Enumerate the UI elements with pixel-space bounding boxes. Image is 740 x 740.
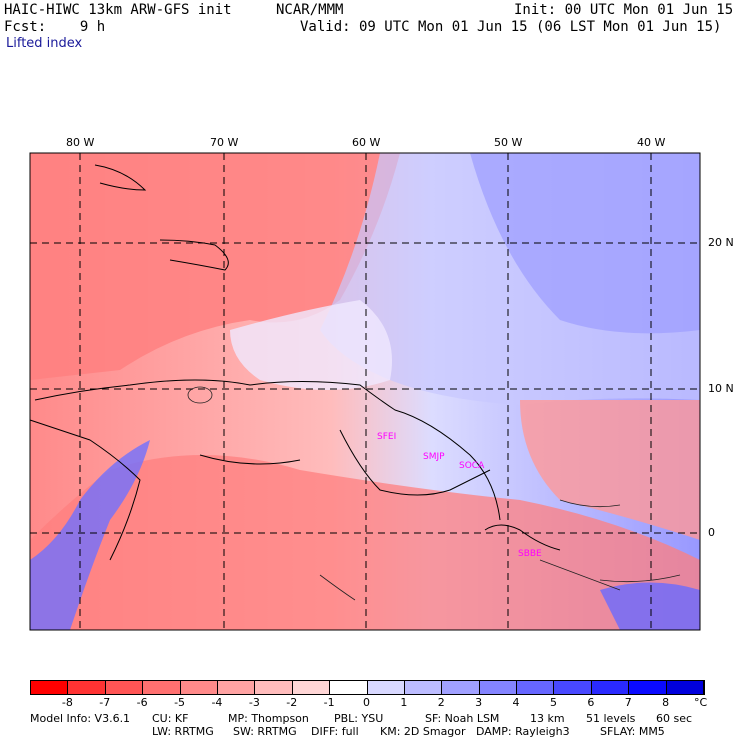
stable-amazon <box>600 582 700 630</box>
contour-a <box>319 574 356 601</box>
coastlines <box>29 164 561 561</box>
colorbar-tick-label: 1 <box>400 696 408 709</box>
colorbar-ticks: -8 -7 -6 -5 -4 -3 -2 -1 0 1 2 3 4 5 6 7 8 <box>0 696 740 710</box>
colorbar-swatch <box>143 681 181 694</box>
colorbar-tick-label: 6 <box>587 696 595 709</box>
colorbar-tick-label: 7 <box>624 696 632 709</box>
contour-c <box>559 499 621 508</box>
hispaniola-coast <box>159 239 229 271</box>
colorbar-swatch <box>217 681 256 694</box>
field-name: Lifted index <box>6 36 83 51</box>
colorbar-swatch <box>404 681 443 694</box>
stable-andes <box>30 440 150 630</box>
pbl-scheme: PBL: YSU <box>334 712 384 725</box>
neutral-region <box>230 300 392 390</box>
graticule <box>30 153 700 630</box>
colorbar-tick-label: -5 <box>174 696 186 709</box>
damping-option: DAMP: Rayleigh3 <box>476 725 570 738</box>
lon-label-80w: 80 W <box>66 136 95 149</box>
colombia-coast <box>29 419 141 561</box>
model-title: HAIC-HIWC 13km ARW-GFS init <box>4 2 232 18</box>
colorbar-swatch <box>554 681 592 694</box>
colorbar-tick-label: -4 <box>211 696 223 709</box>
timestep: 60 sec <box>656 712 693 725</box>
map-field <box>30 153 700 630</box>
longwave-scheme: LW: RRTMG <box>152 725 214 738</box>
microphysics-scheme: MP: Thompson <box>228 712 309 725</box>
station-soca: SOCA <box>459 461 485 471</box>
colorbar-swatch <box>442 681 480 694</box>
colorbar-tick-label: 8 <box>662 696 670 709</box>
shortwave-scheme: SW: RRTMG <box>233 725 297 738</box>
diffusion-option: DIFF: full <box>311 725 359 738</box>
colorbar-swatch <box>330 681 368 694</box>
colorbar-tick-label: -7 <box>99 696 111 709</box>
colorbar-tick-label: 3 <box>475 696 483 709</box>
model-info-label: Model Info: V3.6.1 <box>30 712 131 725</box>
lat-label-10n: 10 N <box>708 382 734 395</box>
cumulus-scheme: CU: KF <box>152 712 189 725</box>
station-smjp: SMJP <box>423 452 445 462</box>
colorbar-swatch <box>180 681 218 694</box>
colorbar-swatch <box>591 681 630 694</box>
station-sbbe: SBBE <box>518 549 542 559</box>
colorbar-swatch <box>292 681 331 694</box>
unstable-region-atlantic <box>520 400 700 540</box>
colorbar-tick-label: 2 <box>437 696 445 709</box>
vertical-levels: 51 levels <box>586 712 636 725</box>
valid-time: Valid: 09 UTC Mon 01 Jun 15 (06 LST Mon … <box>300 19 722 35</box>
colorbar-swatch <box>517 681 555 694</box>
colorbar-tick-label: -8 <box>61 696 73 709</box>
colorbar-tick-label: 5 <box>549 696 557 709</box>
organization-label: NCAR/MMM <box>276 2 344 18</box>
colorbar-swatch <box>31 681 69 694</box>
colorbar-swatch <box>479 681 518 694</box>
contour-d <box>599 574 681 583</box>
lon-label-40w: 40 W <box>637 136 666 149</box>
forecast-hour: Fcst: 9 h <box>4 19 106 35</box>
lat-label-equator: 0 <box>708 526 715 539</box>
colorbar <box>30 680 705 695</box>
colorbar-tick-label: 4 <box>512 696 520 709</box>
unstable-region-south <box>30 455 700 630</box>
resolution: 13 km <box>530 712 565 725</box>
guyana-borders <box>339 429 491 496</box>
surface-layer-option: SFLAY: MM5 <box>600 725 665 738</box>
contour-lake-maracaibo <box>187 386 213 404</box>
lat-label-20n: 20 N <box>708 236 734 249</box>
surface-scheme: SF: Noah LSM <box>425 712 500 725</box>
colorbar-swatch <box>367 681 405 694</box>
colorbar-swatch <box>666 681 705 694</box>
cuba-coast <box>94 164 147 191</box>
colorbar-tick-label: -3 <box>248 696 260 709</box>
colorbar-swatch <box>105 681 144 694</box>
colorbar-tick-label: 0 <box>363 696 370 709</box>
colorbar-tick-label: -2 <box>286 696 298 709</box>
init-time: Init: 00 UTC Mon 01 Jun 15 <box>514 2 734 18</box>
amazon-mouth <box>484 524 561 551</box>
colorbar-tick-label: -1 <box>323 696 335 709</box>
colorbar-unit: °C <box>694 696 708 709</box>
lon-label-70w: 70 W <box>210 136 239 149</box>
colorbar-tick-label: -6 <box>136 696 148 709</box>
station-sfei: SFEI <box>377 432 397 442</box>
colorbar-swatch <box>629 681 667 694</box>
contour-b <box>539 559 621 591</box>
unstable-region-north <box>30 153 400 380</box>
colorbar-swatch <box>68 681 106 694</box>
venezuela-border <box>199 454 301 465</box>
contours <box>187 386 681 601</box>
colorbar-swatch <box>255 681 293 694</box>
km-option: KM: 2D Smagor <box>380 725 466 738</box>
map-frame <box>29 152 701 631</box>
lon-label-50w: 50 W <box>494 136 523 149</box>
lon-label-60w: 60 W <box>352 136 381 149</box>
south-america-north-coast <box>34 379 501 521</box>
